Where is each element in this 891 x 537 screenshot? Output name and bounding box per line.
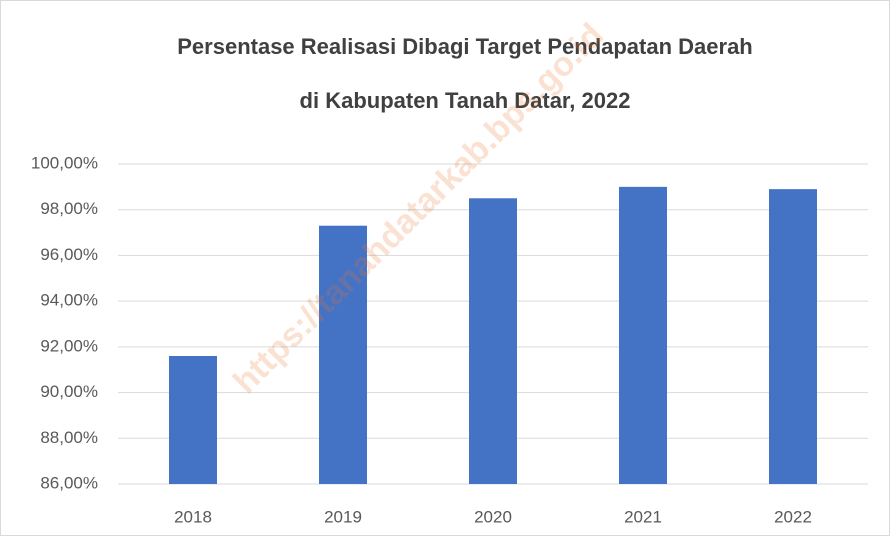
bar [469,198,517,485]
bar [169,356,217,484]
x-tick-label: 2019 [324,507,362,526]
y-tick-label: 98,00% [40,199,98,218]
y-tick-label: 86,00% [40,473,98,492]
y-tick-label: 92,00% [40,336,98,355]
chart-title: di Kabupaten Tanah Datar, 2022 [300,88,631,113]
chart-title: Persentase Realisasi Dibagi Target Penda… [177,34,753,59]
y-tick-label: 96,00% [40,245,98,264]
x-tick-label: 2020 [474,507,512,526]
bar [769,189,817,484]
x-tick-label: 2018 [174,507,212,526]
bar [319,225,367,484]
y-tick-label: 88,00% [40,428,98,447]
bar [619,186,667,484]
y-tick-label: 94,00% [40,291,98,310]
y-tick-label: 100,00% [31,153,98,172]
x-tick-label: 2021 [624,507,662,526]
x-tick-label: 2022 [774,507,812,526]
y-tick-label: 90,00% [40,382,98,401]
